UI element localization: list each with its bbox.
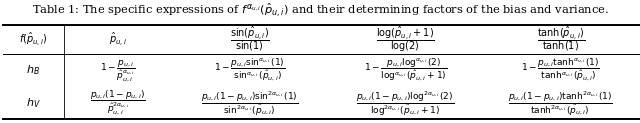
Text: $1 - \dfrac{p_{u,i}}{\hat{p}_{u,i}^{\alpha_{u,i}}}$: $1 - \dfrac{p_{u,i}}{\hat{p}_{u,i}^{\alp… [100, 58, 135, 83]
Text: $\dfrac{p_{u,i}(1-p_{u,i})}{\hat{p}_{u,i}^{2\alpha_{u,i}}}$: $\dfrac{p_{u,i}(1-p_{u,i})}{\hat{p}_{u,i… [90, 89, 145, 117]
Text: $h_V$: $h_V$ [26, 96, 41, 110]
Text: $\dfrac{p_{u,i}(1-p_{u,i})\tanh^{2\alpha_{u,i}}(1)}{\tanh^{2\alpha_{u,i}}(\hat{p: $\dfrac{p_{u,i}(1-p_{u,i})\tanh^{2\alpha… [508, 89, 613, 117]
Text: $f(\hat{p}_{u,i})$: $f(\hat{p}_{u,i})$ [19, 30, 47, 48]
Text: $1 - \dfrac{p_{u,i}\sin^{\alpha_{u,i}}(1)}{\sin^{\alpha_{u,i}}(\hat{p}_{u,i})}$: $1 - \dfrac{p_{u,i}\sin^{\alpha_{u,i}}(1… [214, 57, 285, 83]
Text: $1 - \dfrac{p_{u,i}\log^{\alpha_{u,i}}(2)}{\log^{\alpha_{u,i}}(\hat{p}_{u,i}+1)}: $1 - \dfrac{p_{u,i}\log^{\alpha_{u,i}}(2… [364, 57, 447, 83]
Text: $h_B$: $h_B$ [26, 63, 40, 77]
Text: $\dfrac{\sin(\hat{p}_{u,i})}{\sin(1)}$: $\dfrac{\sin(\hat{p}_{u,i})}{\sin(1)}$ [230, 25, 269, 53]
Text: $\dfrac{p_{u,i}(1-p_{u,i})\sin^{2\alpha_{u,i}}(1)}{\sin^{2\alpha_{u,i}}(\hat{p}_: $\dfrac{p_{u,i}(1-p_{u,i})\sin^{2\alpha_… [201, 89, 298, 117]
Text: $\hat{p}_{u,i}$: $\hat{p}_{u,i}$ [109, 30, 127, 48]
Text: Table 1: The specific expressions of $f^{\alpha_{u,i}}(\hat{p}_{u,i})$ and their: Table 1: The specific expressions of $f^… [31, 1, 609, 19]
Text: $\dfrac{\log(\hat{p}_{u,i}+1)}{\log(2)}$: $\dfrac{\log(\hat{p}_{u,i}+1)}{\log(2)}$ [376, 24, 435, 54]
Text: $\dfrac{\tanh(\hat{p}_{u,i})}{\tanh(1)}$: $\dfrac{\tanh(\hat{p}_{u,i})}{\tanh(1)}$ [537, 25, 585, 53]
Text: $\dfrac{p_{u,i}(1-p_{u,i})\log^{2\alpha_{u,i}}(2)}{\log^{2\alpha_{u,i}}(\hat{p}_: $\dfrac{p_{u,i}(1-p_{u,i})\log^{2\alpha_… [356, 89, 454, 117]
Text: $1 - \dfrac{p_{u,i}\tanh^{\alpha_{u,i}}(1)}{\tanh^{\alpha_{u,i}}(\hat{p}_{u,i})}: $1 - \dfrac{p_{u,i}\tanh^{\alpha_{u,i}}(… [522, 57, 600, 83]
